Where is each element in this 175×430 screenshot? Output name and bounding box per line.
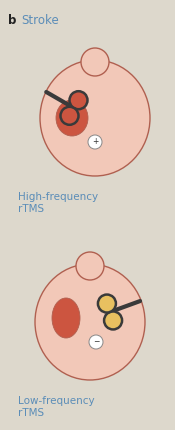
Ellipse shape	[35, 264, 145, 380]
Text: −: −	[93, 338, 99, 347]
Circle shape	[104, 311, 122, 329]
Circle shape	[61, 107, 79, 125]
Ellipse shape	[56, 100, 88, 136]
Text: b: b	[8, 14, 16, 27]
Circle shape	[69, 91, 88, 109]
Circle shape	[88, 135, 102, 149]
Circle shape	[81, 48, 109, 76]
Circle shape	[76, 252, 104, 280]
Text: +: +	[92, 138, 98, 147]
Text: High-frequency
rTMS: High-frequency rTMS	[18, 192, 98, 215]
Circle shape	[89, 335, 103, 349]
Circle shape	[98, 295, 116, 313]
Ellipse shape	[40, 60, 150, 176]
Text: Low-frequency
rTMS: Low-frequency rTMS	[18, 396, 95, 418]
Text: Stroke: Stroke	[21, 14, 59, 27]
Ellipse shape	[52, 298, 80, 338]
